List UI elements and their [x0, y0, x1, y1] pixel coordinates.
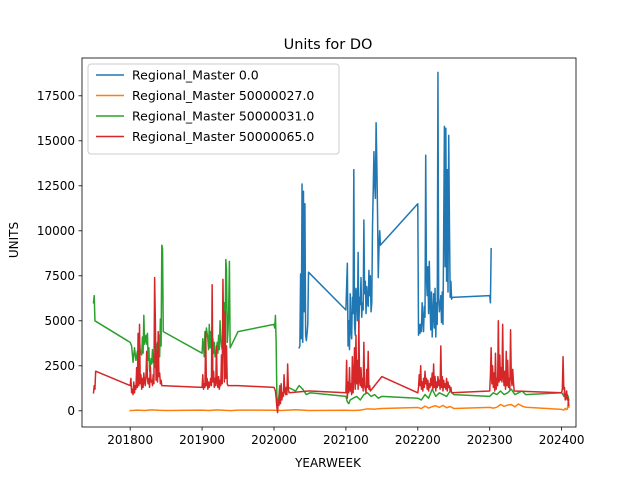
- y-tick-label: 10000: [37, 224, 75, 238]
- x-tick-label: 202200: [395, 433, 441, 447]
- legend-box: [87, 63, 340, 155]
- y-tick-label: 7500: [44, 269, 75, 283]
- chart-title: Units for DO: [284, 37, 373, 53]
- y-tick-label: 0: [67, 404, 75, 418]
- legend-label: Regional_Master 0.0: [132, 68, 259, 83]
- y-axis-title: UNITS: [7, 222, 21, 258]
- plot-area: [92, 71, 570, 414]
- y-tick-label: 17500: [37, 89, 75, 103]
- axes-frame: [81, 57, 577, 428]
- x-tick-label: 202100: [323, 433, 369, 447]
- y-tick-label: 12500: [37, 179, 75, 193]
- y-tick-label: 5000: [44, 314, 75, 328]
- legend-label: Regional_Master 50000027.0: [132, 88, 314, 103]
- legend-label: Regional_Master 50000031.0: [132, 109, 314, 124]
- series-line-1: [298, 71, 492, 351]
- x-tick-label: 202400: [539, 433, 585, 447]
- x-tick-label: 202300: [467, 433, 513, 447]
- x-tick-label: 201800: [107, 433, 153, 447]
- legend: Regional_Master 0.0 Regional_Master 50000…: [87, 63, 340, 155]
- legend-label: Regional_Master 50000065.0: [132, 129, 314, 144]
- y-tick-label: 15000: [37, 134, 75, 148]
- series-line-4: [92, 276, 570, 414]
- x-tick-label: 201900: [179, 433, 225, 447]
- axes: 201800 201900 202000 202100 202200 202300 2024…: [37, 57, 585, 447]
- x-axis-title: YEARWEEK: [294, 456, 362, 470]
- series-line-2: [129, 401, 570, 412]
- y-tick-label: 2500: [44, 359, 75, 373]
- x-tick-label: 202000: [251, 433, 297, 447]
